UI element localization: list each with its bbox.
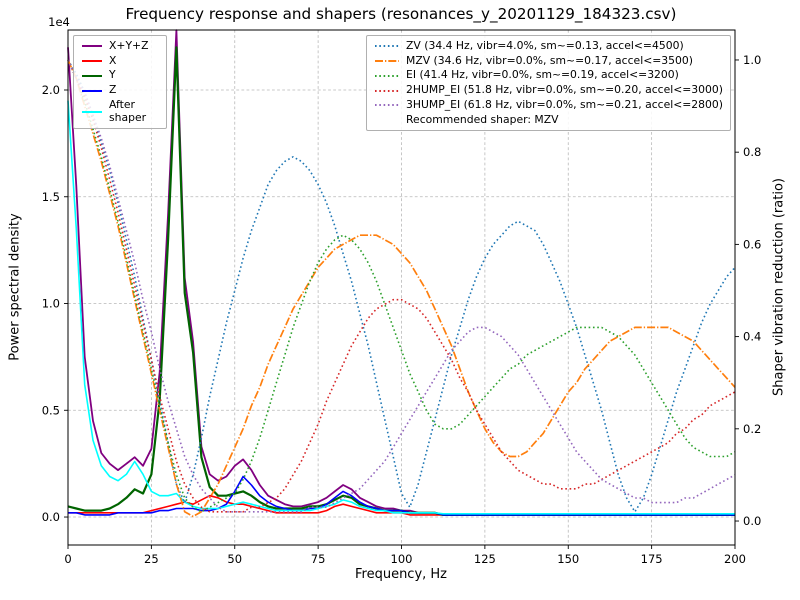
axis-offset-text: 1e4	[48, 15, 70, 29]
y-axis-label-left: Power spectral density	[8, 213, 23, 361]
x-tick-label: 175	[641, 552, 663, 566]
legend-item-label: EI (41.4 Hz, vibr=0.0%, sm~=0.19, accel<…	[406, 68, 679, 82]
legend-item: X+Y+Z	[81, 39, 159, 54]
x-tick-label: 0	[64, 552, 71, 566]
legend-item: Z	[81, 83, 159, 98]
legend-item-label: After shaper	[109, 97, 147, 124]
series-z	[68, 475, 735, 516]
legend-item: X	[81, 54, 159, 69]
series-ei-41-4-hz-vibr-0-0-sm-0-19-accel-3200	[67, 59, 736, 513]
y-right-tick-label: 0.2	[743, 422, 761, 436]
y-left-tick-label: 0.5	[42, 403, 60, 417]
y-left-tick-label: 0.0	[42, 510, 60, 524]
x-tick-label: 100	[391, 552, 413, 566]
legend-item: 2HUMP_EI (51.8 Hz, vibr=0.0%, sm~=0.20, …	[374, 83, 723, 98]
y-right-tick-label: 0.6	[743, 237, 761, 251]
legend-item-label: X+Y+Z	[109, 39, 149, 52]
legend-psd: X+Y+Z X Y Z After shaper	[73, 35, 167, 130]
legend-line-sample	[82, 74, 102, 77]
legend-line-sample	[375, 45, 400, 48]
legend-shapers: ZV (34.4 Hz, vibr=4.0%, sm~=0.13, accel<…	[366, 35, 731, 132]
legend-item-label: X	[109, 53, 117, 67]
series-2hump-ei-51-8-hz-vibr-0-0-sm-0-20-accel-3000	[67, 59, 736, 513]
x-tick-label: 75	[311, 552, 326, 566]
legend-item: 3HUMP_EI (61.8 Hz, vibr=0.0%, sm~=0.21, …	[374, 98, 723, 113]
x-tick-label: 150	[557, 552, 579, 566]
legend-item: EI (41.4 Hz, vibr=0.0%, sm~=0.19, accel<…	[374, 68, 723, 83]
y-right-tick-label: 0.8	[743, 145, 761, 159]
series-after-shaper	[67, 100, 735, 515]
legend-line-sample	[82, 60, 102, 63]
legend-line-sample	[375, 60, 400, 63]
legend-item-label: Y	[109, 68, 116, 82]
series-zv-34-4-hz-vibr-4-0-sm-0-13-accel-4500	[67, 59, 736, 513]
x-axis-label: Frequency, Hz	[355, 567, 447, 582]
legend-item: After shaper	[81, 98, 159, 125]
y-right-tick-label: 0.0	[743, 514, 761, 528]
y-axis-label-right: Shaper vibration reduction (ratio)	[772, 178, 787, 396]
legend-line-sample	[82, 89, 102, 92]
legend-item-label: Z	[109, 83, 117, 97]
x-tick-label: 125	[474, 552, 496, 566]
x-tick-label: 25	[144, 552, 159, 566]
legend-item: MZV (34.6 Hz, vibr=0.0%, sm~=0.17, accel…	[374, 54, 723, 69]
x-tick-label: 200	[724, 552, 746, 566]
legend-item-label: ZV (34.4 Hz, vibr=4.0%, sm~=0.13, accel<…	[406, 39, 684, 52]
y-right-tick-label: 1.0	[743, 53, 761, 67]
y-left-tick-label: 1.0	[42, 297, 60, 311]
legend-item: ZV (34.4 Hz, vibr=4.0%, sm~=0.13, accel<…	[374, 39, 723, 54]
y-left-tick-label: 2.0	[42, 83, 60, 97]
legend-line-sample	[82, 45, 102, 48]
legend-item: Y	[81, 68, 159, 83]
recommended-shaper-note: Recommended shaper: MZV	[406, 112, 559, 126]
legend-item-label: MZV (34.6 Hz, vibr=0.0%, sm~=0.17, accel…	[406, 53, 693, 67]
y-right-tick-label: 0.4	[743, 330, 761, 344]
legend-item: Recommended shaper: MZV	[374, 113, 723, 128]
legend-item-label: 2HUMP_EI (51.8 Hz, vibr=0.0%, sm~=0.20, …	[406, 83, 723, 97]
legend-line-sample	[375, 104, 400, 107]
legend-line-sample	[375, 89, 400, 92]
legend-item-label: 3HUMP_EI (61.8 Hz, vibr=0.0%, sm~=0.21, …	[406, 97, 723, 111]
chart-title: Frequency response and shapers (resonanc…	[126, 5, 677, 24]
series-mzv-34-6-hz-vibr-0-0-sm-0-17-accel-3500	[67, 59, 736, 518]
legend-line-sample	[375, 74, 400, 77]
legend-line-sample	[82, 110, 102, 113]
x-tick-label: 50	[227, 552, 242, 566]
y-left-tick-label: 1.5	[42, 190, 60, 204]
